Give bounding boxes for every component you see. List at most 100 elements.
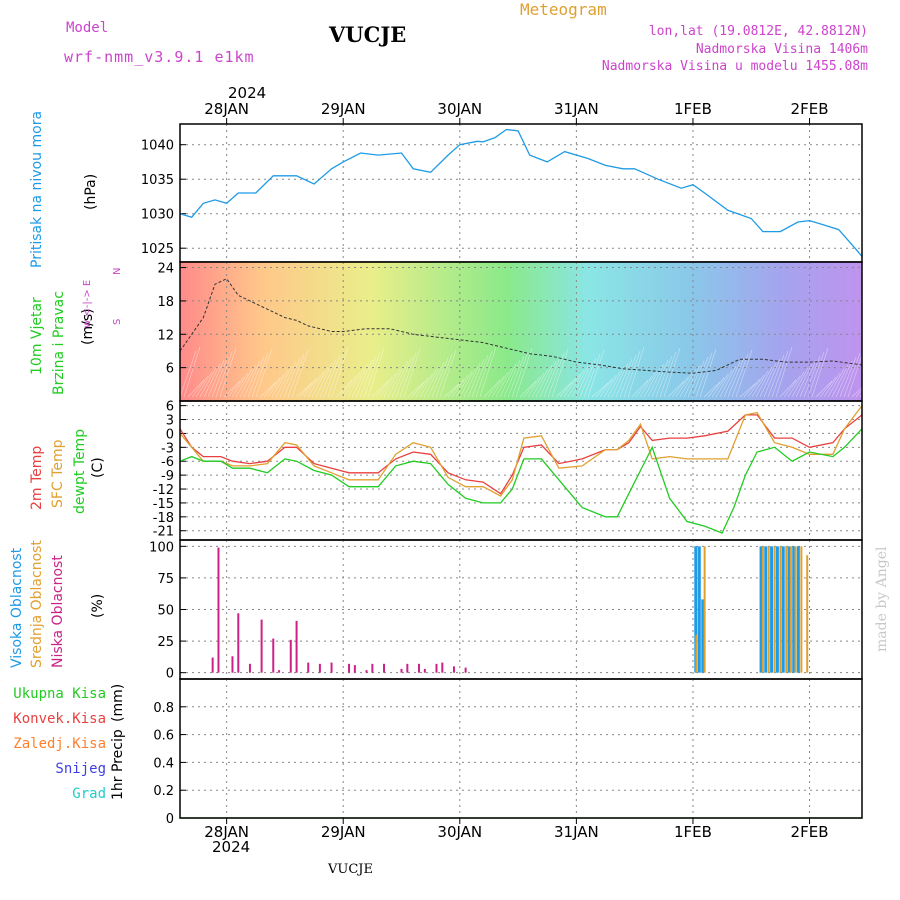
wind-barb xyxy=(215,351,233,398)
cloud-bar xyxy=(789,546,792,673)
cloud-bar xyxy=(806,555,809,673)
wind-barb xyxy=(719,365,737,398)
y-tick-label: 6 xyxy=(166,400,174,415)
cloud-bar xyxy=(787,546,791,673)
y-tick-label: 0.6 xyxy=(153,729,174,744)
bottom-year: 2024 xyxy=(212,838,251,856)
wind-barb xyxy=(411,377,429,398)
wind-barb xyxy=(455,370,473,398)
wind-barb xyxy=(655,355,673,398)
cloud-bar xyxy=(792,546,796,673)
y-tick-label: 75 xyxy=(157,572,174,587)
lonlat-text: lon,lat (19.0812E, 42.8812N) xyxy=(648,24,868,39)
wind-barb xyxy=(651,359,669,398)
wind-barb xyxy=(763,358,781,398)
cloud-bar xyxy=(435,663,438,673)
wind-barb xyxy=(811,347,829,398)
wind-barb xyxy=(707,377,725,398)
series-sfc-temp xyxy=(179,405,863,497)
x-tick-label-top: 30JAN xyxy=(437,100,482,118)
cloud-bar xyxy=(701,599,705,673)
wind-barb xyxy=(299,378,317,398)
cloud-bar xyxy=(278,670,281,673)
y-tick-label: -3 xyxy=(161,441,174,456)
cloud-label-3: Niska Oblacnost xyxy=(50,555,66,668)
wind-compass-n: N xyxy=(112,267,123,275)
cloud-label-2: Srednja Oblacnost xyxy=(29,540,45,668)
wind-barb xyxy=(495,367,513,398)
wind-barb xyxy=(427,361,445,398)
cloud-bar xyxy=(348,663,351,673)
wind-barb xyxy=(679,368,697,398)
cloud-bar xyxy=(423,668,426,673)
wind-barb xyxy=(695,352,713,398)
x-tick-label-bottom: 1FEB xyxy=(674,823,712,841)
wind-barb xyxy=(475,350,493,398)
cloud-bar xyxy=(781,546,785,673)
series-dewpt-temp xyxy=(179,428,863,534)
wind-barb xyxy=(339,375,357,398)
precip-legend-conv: Konvek.Kisa xyxy=(13,711,106,727)
wind-barb xyxy=(451,374,469,398)
x-tick-label-top: 29JAN xyxy=(321,100,366,118)
wind-barb xyxy=(255,348,273,398)
wind-barb xyxy=(439,349,457,398)
wind-barb xyxy=(291,349,309,398)
cloud-bar xyxy=(417,663,420,673)
y-tick-label: -15 xyxy=(153,497,174,512)
wind-barb xyxy=(711,373,729,398)
cloud-bar xyxy=(231,656,234,673)
wind-barb xyxy=(303,374,321,398)
wind-barb xyxy=(399,352,417,398)
wind-barb xyxy=(443,382,461,398)
wind-barb xyxy=(279,361,297,398)
wind-barb xyxy=(751,370,769,398)
wind-barb xyxy=(371,380,389,398)
wind-barb xyxy=(267,373,285,398)
wind-barb xyxy=(199,367,217,398)
wind-barb xyxy=(663,347,681,398)
y-tick-label: 0 xyxy=(166,427,174,442)
wind-barb xyxy=(559,377,577,398)
cloud-bar xyxy=(371,663,374,673)
wind-barb xyxy=(511,351,529,398)
wind-barb xyxy=(331,346,349,398)
wind-barb xyxy=(831,364,849,398)
wind-barb xyxy=(599,374,617,398)
wind-barb xyxy=(659,351,677,398)
wind-barb xyxy=(691,356,709,398)
wind-barb xyxy=(515,347,533,398)
wind-barb xyxy=(251,352,269,398)
wind-barb xyxy=(355,359,373,398)
wind-barb xyxy=(387,364,405,398)
wind-barb xyxy=(231,372,249,398)
y-tick-label: 0 xyxy=(166,667,174,682)
wind-barb xyxy=(803,355,821,398)
wind-barb xyxy=(635,375,653,398)
wind-label-1: 10m Vjetar xyxy=(29,297,45,375)
y-tick-label: -18 xyxy=(153,511,174,526)
wind-barb xyxy=(703,381,721,398)
precip-axis-label: 1hr Precip xyxy=(110,729,126,800)
wind-barb xyxy=(687,360,705,398)
series-wind_speed xyxy=(179,278,863,374)
x-tick-label-top: 2FEB xyxy=(791,100,829,118)
wind-barb xyxy=(807,351,825,398)
wind-compass-s: S xyxy=(112,318,123,325)
cloud-bar xyxy=(697,546,701,673)
wind-barb xyxy=(647,363,665,398)
y-tick-label: 18 xyxy=(157,295,174,310)
x-tick-label-bottom: 2FEB xyxy=(791,823,829,841)
wind-barb xyxy=(519,380,537,398)
wind-barb xyxy=(459,366,477,398)
wind-barb xyxy=(747,374,765,398)
wind-barb xyxy=(335,379,353,398)
wind-barb xyxy=(571,365,589,398)
wind-barb xyxy=(827,368,845,398)
wind-barb xyxy=(843,352,861,398)
wind-barb xyxy=(347,367,365,398)
wind-barb xyxy=(319,358,337,398)
top-year: 2024 xyxy=(228,84,267,102)
wind-barb xyxy=(183,346,201,398)
wind-barb xyxy=(263,377,281,398)
